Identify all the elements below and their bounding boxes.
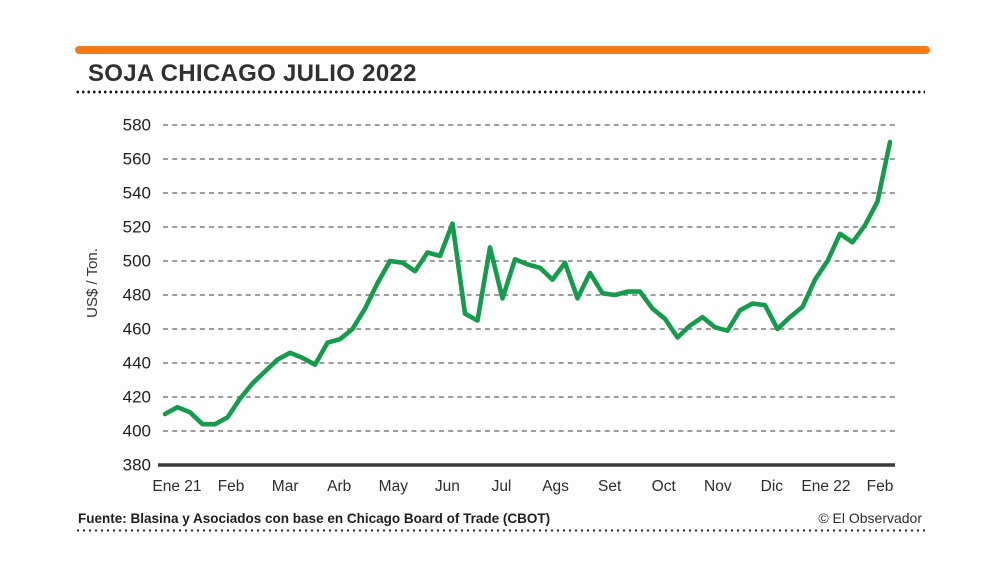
x-tick-label: Ene 22: [801, 478, 850, 495]
x-tick-label: Jun: [435, 478, 460, 495]
source-text: Fuente: Blasina y Asociados con base en …: [78, 511, 551, 526]
y-tick-label: 540: [123, 184, 151, 203]
x-tick-label: Dic: [761, 478, 784, 495]
title-separator: [75, 90, 925, 94]
y-tick-label: 420: [123, 388, 151, 407]
y-tick-label: 440: [123, 354, 151, 373]
y-tick-label: 400: [123, 422, 151, 441]
page-title: SOJA CHICAGO JULIO 2022: [88, 60, 417, 87]
y-tick-label: 560: [123, 150, 151, 169]
accent-bar: [75, 46, 930, 54]
y-tick-label: 580: [123, 116, 151, 135]
y-tick-label: 460: [123, 320, 151, 339]
copyright-text: © El Observador: [818, 510, 922, 526]
y-tick-label: 480: [123, 286, 151, 305]
x-tick-label: Ags: [542, 478, 569, 495]
y-tick-label: 500: [123, 252, 151, 271]
x-tick-label: Nov: [704, 478, 732, 495]
x-tick-label: May: [379, 478, 409, 495]
x-tick-label: Mar: [272, 478, 299, 495]
y-tick-label: 520: [123, 218, 151, 237]
y-axis-title: US$ / Ton.: [84, 248, 101, 318]
x-tick-label: Feb: [218, 478, 245, 495]
price-line: [162, 139, 893, 427]
x-tick-label: Set: [598, 478, 622, 495]
x-tick-label: Feb: [867, 478, 894, 495]
footer-separator: [75, 529, 925, 532]
x-tick-label: Oct: [652, 478, 677, 495]
x-tick-label: Jul: [492, 478, 512, 495]
x-tick-label: Arb: [327, 478, 351, 495]
y-tick-label: 380: [123, 456, 151, 475]
x-tick-label: Ene 21: [152, 478, 201, 495]
